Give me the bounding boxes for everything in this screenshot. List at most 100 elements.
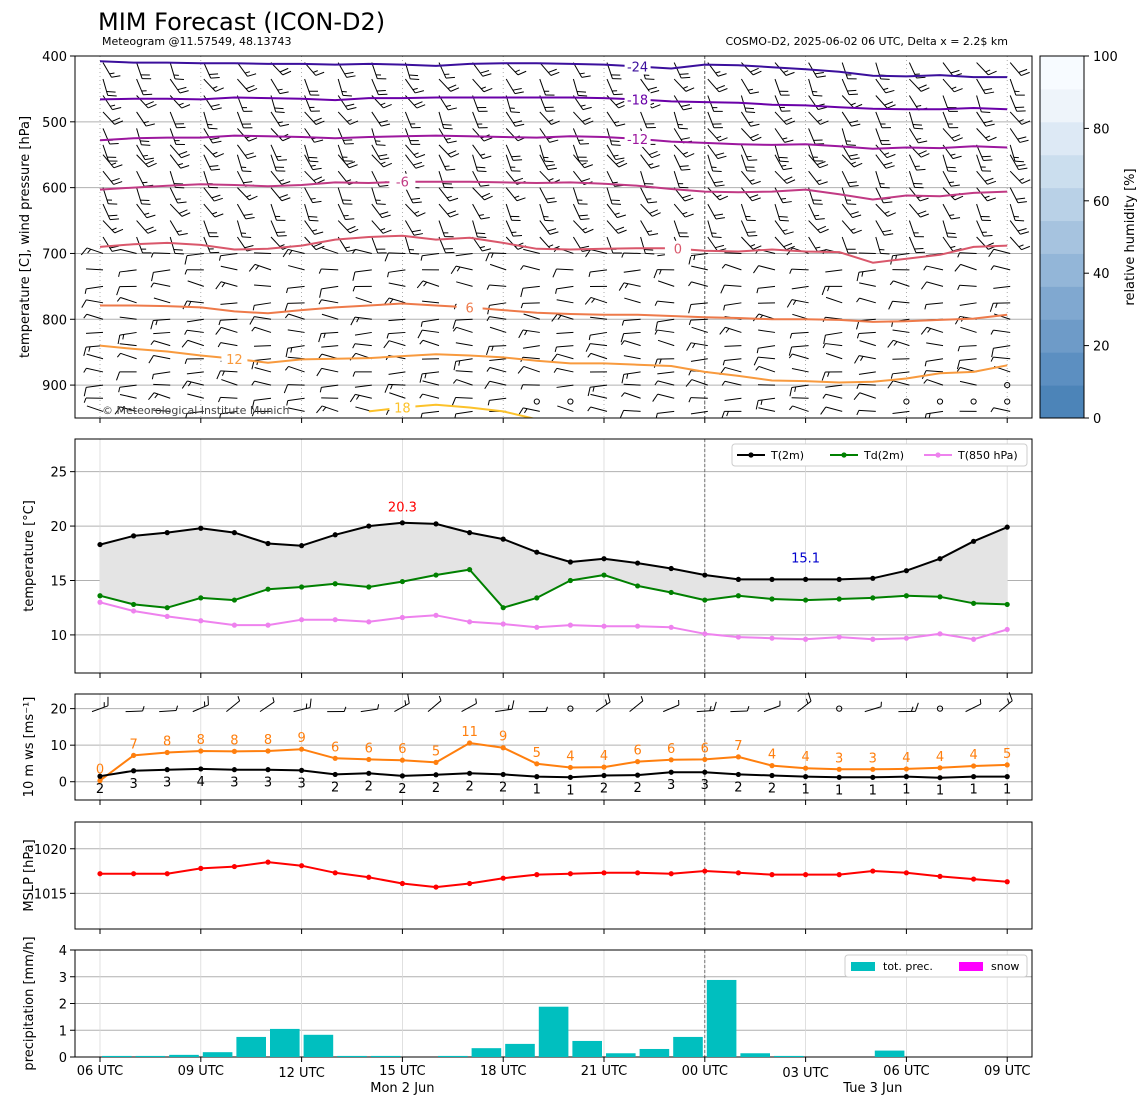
wind-barb [623,269,641,273]
wind-barb-flag [147,229,157,234]
wind-barb [288,365,305,373]
wind-speed-label: 3 [835,751,843,766]
wind-barb-half [654,380,659,386]
wind-barb [253,345,272,347]
wind-barb [136,62,143,79]
wind-barb [203,154,212,171]
wind-barb-flag [117,334,121,345]
wind-barb [942,128,955,142]
wind-speed-line-point [668,757,674,763]
wind-barb-flag [148,162,157,168]
wind-barb [355,393,372,399]
wind-barb-flag [715,217,725,220]
wind-barb-flag [947,236,957,238]
wind-barb [102,170,115,185]
wind-barb-flag [549,231,559,235]
wind-barb-flag [950,184,960,187]
wind-barb-flag [178,233,188,236]
wind-barb [455,342,473,347]
wind-barb-half [251,411,255,417]
wind-barb [539,170,552,184]
wind-barb [825,384,843,388]
wind-barb [841,128,848,145]
wind-barb-half [693,255,696,261]
wind-barb-half [781,164,787,167]
isotherm-label-bg [664,240,691,257]
wind-barb-half [805,698,809,704]
wind-barb-flag [1021,245,1031,251]
wind-barb-flag [248,87,258,93]
wind-barb-flag [613,93,623,96]
wind-speed-line-point [601,764,607,770]
wind-barb-flag [685,87,695,92]
wind-barb-half [143,121,149,124]
wind-barb [321,247,339,254]
wind-barb-flag [688,304,692,314]
wind-barb [640,187,649,204]
wind-speed-label: 6 [667,742,675,757]
wind-barb [153,297,171,304]
wind-barb [797,700,812,713]
wind-barb [489,316,507,320]
wind-barb [724,366,742,373]
wind-barb [337,128,346,145]
wind-barb-flag [678,127,688,130]
wind-barb [270,170,283,185]
wind-barb [523,313,540,320]
wind-barb [539,144,546,162]
wind-barb [730,710,748,713]
wind-barb [236,111,244,129]
wind-barb-half [582,227,588,231]
wind-barb [169,95,183,109]
wind-barb-half [780,198,787,200]
wind-barb [791,268,809,271]
wind-barb-half [612,181,618,184]
wind-barb [557,405,574,412]
wind-barb-flag [981,111,991,113]
precip-bar [337,1055,367,1057]
wind-barb [136,187,143,205]
wind-barb [758,285,776,289]
wind-barb [740,144,749,161]
wind-barb [422,380,440,386]
wind-barb [998,700,1013,713]
beaufort-label: 2 [432,781,440,796]
wind-barb-flag [318,333,322,343]
wind-barb [673,78,687,92]
wind-barb [595,701,611,713]
wind-barb-flag [924,413,927,418]
wind-barb [85,331,104,334]
wind-barb-flag [956,360,961,370]
wind-barb-half [957,284,961,290]
wind-barb-flag [914,702,919,712]
wind-barb [270,187,283,202]
wind-barb-half [726,411,729,417]
wind-barb-flag [520,288,524,298]
wind-barb-flag [817,225,827,231]
wind-barb [774,203,781,221]
wind-barb [690,342,708,347]
series-2-point [803,636,809,642]
wind-barb-flag [449,197,459,202]
wind-speed-line-point [433,759,439,765]
wind-barb [657,380,675,386]
wind-barb [522,329,540,333]
series-2-point [131,608,137,614]
wind-barb [590,331,608,336]
wind-barb [472,220,478,238]
wind-barb-flag [315,120,325,125]
wind-barb-flag [715,244,725,249]
wind-barb-flag [581,178,591,182]
wind-speed-line-point [702,756,708,763]
wind-barb-half [548,244,554,248]
wind-barb [456,379,473,386]
wind-barb-flag [547,200,557,204]
wind-barb [758,365,776,373]
wind-barb [455,265,473,271]
wind-barb [539,62,552,76]
wind-barb-half [88,346,91,352]
wind-barb [657,318,675,323]
wind-barb [203,220,210,237]
wind-barb [136,111,147,127]
wind-barb [993,313,1011,320]
